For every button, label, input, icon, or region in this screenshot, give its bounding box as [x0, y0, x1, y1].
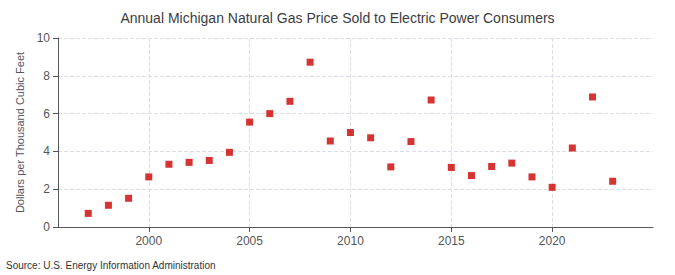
svg-text:2015: 2015	[438, 234, 465, 248]
svg-text:2000: 2000	[135, 234, 162, 248]
svg-text:6: 6	[43, 107, 50, 121]
svg-text:2020: 2020	[539, 234, 566, 248]
svg-text:2005: 2005	[236, 234, 263, 248]
svg-text:2010: 2010	[337, 234, 364, 248]
svg-text:4: 4	[43, 144, 50, 158]
svg-text:Source: U.S. Energy Informatio: Source: U.S. Energy Information Administ…	[6, 260, 216, 271]
svg-text:10: 10	[37, 31, 51, 45]
svg-text:0: 0	[43, 220, 50, 234]
svg-text:8: 8	[43, 69, 50, 83]
svg-text:Dollars per Thousand Cubic Fee: Dollars per Thousand Cubic Feet	[14, 52, 26, 213]
svg-text:Annual Michigan Natural Gas Pr: Annual Michigan Natural Gas Price Sold t…	[120, 10, 554, 26]
svg-text:2: 2	[43, 182, 50, 196]
